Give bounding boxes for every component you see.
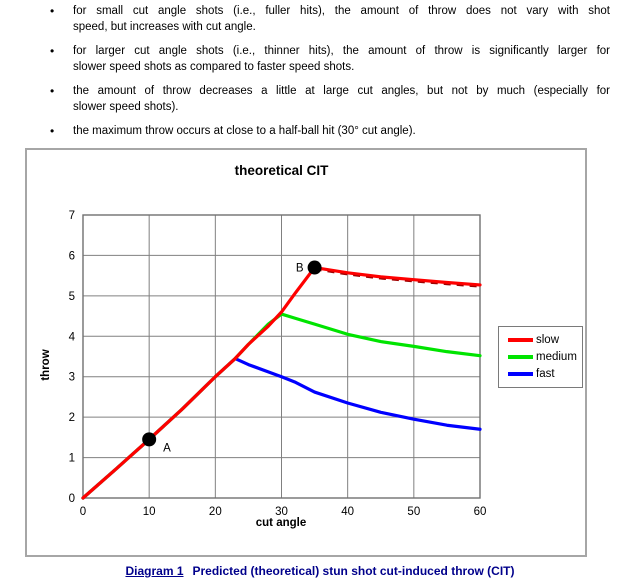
x-tick-label: 50 (407, 506, 420, 518)
list-item: • for small cut angle shots (i.e., fulle… (47, 3, 610, 35)
point-label-A: A (163, 442, 171, 454)
x-tick-label: 30 (275, 506, 288, 518)
point-label-B: B (296, 263, 304, 275)
x-tick-label: 0 (80, 506, 86, 518)
bullet-text-line: for small cut angle shots (i.e., fuller … (73, 5, 610, 17)
y-axis-label: throw (40, 349, 52, 381)
point-marker-B (307, 260, 322, 275)
y-tick-label: 0 (69, 493, 75, 505)
bullet-icon: • (50, 84, 55, 98)
diagram-caption-label: Diagram 1 (125, 564, 184, 578)
x-axis-label: cut angle (255, 517, 307, 529)
bullet-text-line: slower speed shots as compared to faster… (73, 61, 355, 73)
y-tick-label: 1 (69, 453, 75, 465)
bullet-icon: • (50, 4, 55, 18)
diagram-frame: 0 10 20 30 40 50 60 0 1 2 3 4 5 6 7 A B theoretical CIT … (25, 148, 587, 557)
x-tick-label: 40 (341, 506, 354, 518)
bullet-list: • for small cut angle shots (i.e., fulle… (47, 3, 610, 147)
series-slow-line (81, 265, 482, 500)
list-item: • the maximum throw occurs at close to a… (47, 123, 610, 139)
list-item: • the amount of throw decreases a little… (47, 83, 610, 115)
legend-label-medium: medium (536, 351, 577, 363)
bullet-text-line: the amount of throw decreases a little a… (73, 85, 610, 97)
x-tick-label: 10 (143, 506, 156, 518)
diagram-caption: Diagram 1 Predicted (theoretical) stun sh… (0, 564, 640, 578)
bullet-text-line: slower speed shots). (73, 101, 179, 113)
list-item: • for larger cut angle shots (i.e., thin… (47, 43, 610, 75)
point-marker-A (142, 432, 157, 447)
medium-line-swatch (508, 355, 533, 359)
y-tick-label: 4 (69, 331, 76, 343)
diagram-caption-text: Predicted (theoretical) stun shot cut-in… (192, 564, 515, 578)
bullet-icon: • (50, 44, 55, 58)
x-tick-label: 60 (474, 506, 487, 518)
series-slow-dashed-overlay (314, 268, 481, 288)
y-tick-label: 6 (69, 250, 75, 262)
legend: slow medium fast (498, 326, 583, 388)
bullet-text-line: the maximum throw occurs at close to a h… (73, 125, 416, 137)
slow-line-swatch (508, 338, 533, 342)
legend-item-medium: medium (508, 351, 582, 363)
x-tick-label: 20 (209, 506, 222, 518)
bullet-icon: • (50, 124, 55, 138)
legend-label-fast: fast (536, 368, 555, 380)
bullet-text-line: speed, but increases with cut angle. (73, 21, 256, 33)
legend-item-slow: slow (508, 334, 582, 346)
cit-plot: 0 10 20 30 40 50 60 0 1 2 3 4 5 6 7 A B (69, 210, 487, 518)
y-tick-label: 5 (69, 291, 75, 303)
legend-item-fast: fast (508, 368, 582, 380)
y-tick-label: 2 (69, 412, 75, 424)
y-tick-label: 3 (69, 372, 75, 384)
bullet-text-line: for larger cut angle shots (i.e., thinne… (73, 45, 610, 57)
chart-title: theoretical CIT (234, 163, 329, 178)
fast-line-swatch (508, 372, 533, 376)
legend-label-slow: slow (536, 334, 560, 346)
y-tick-label: 7 (69, 210, 75, 222)
